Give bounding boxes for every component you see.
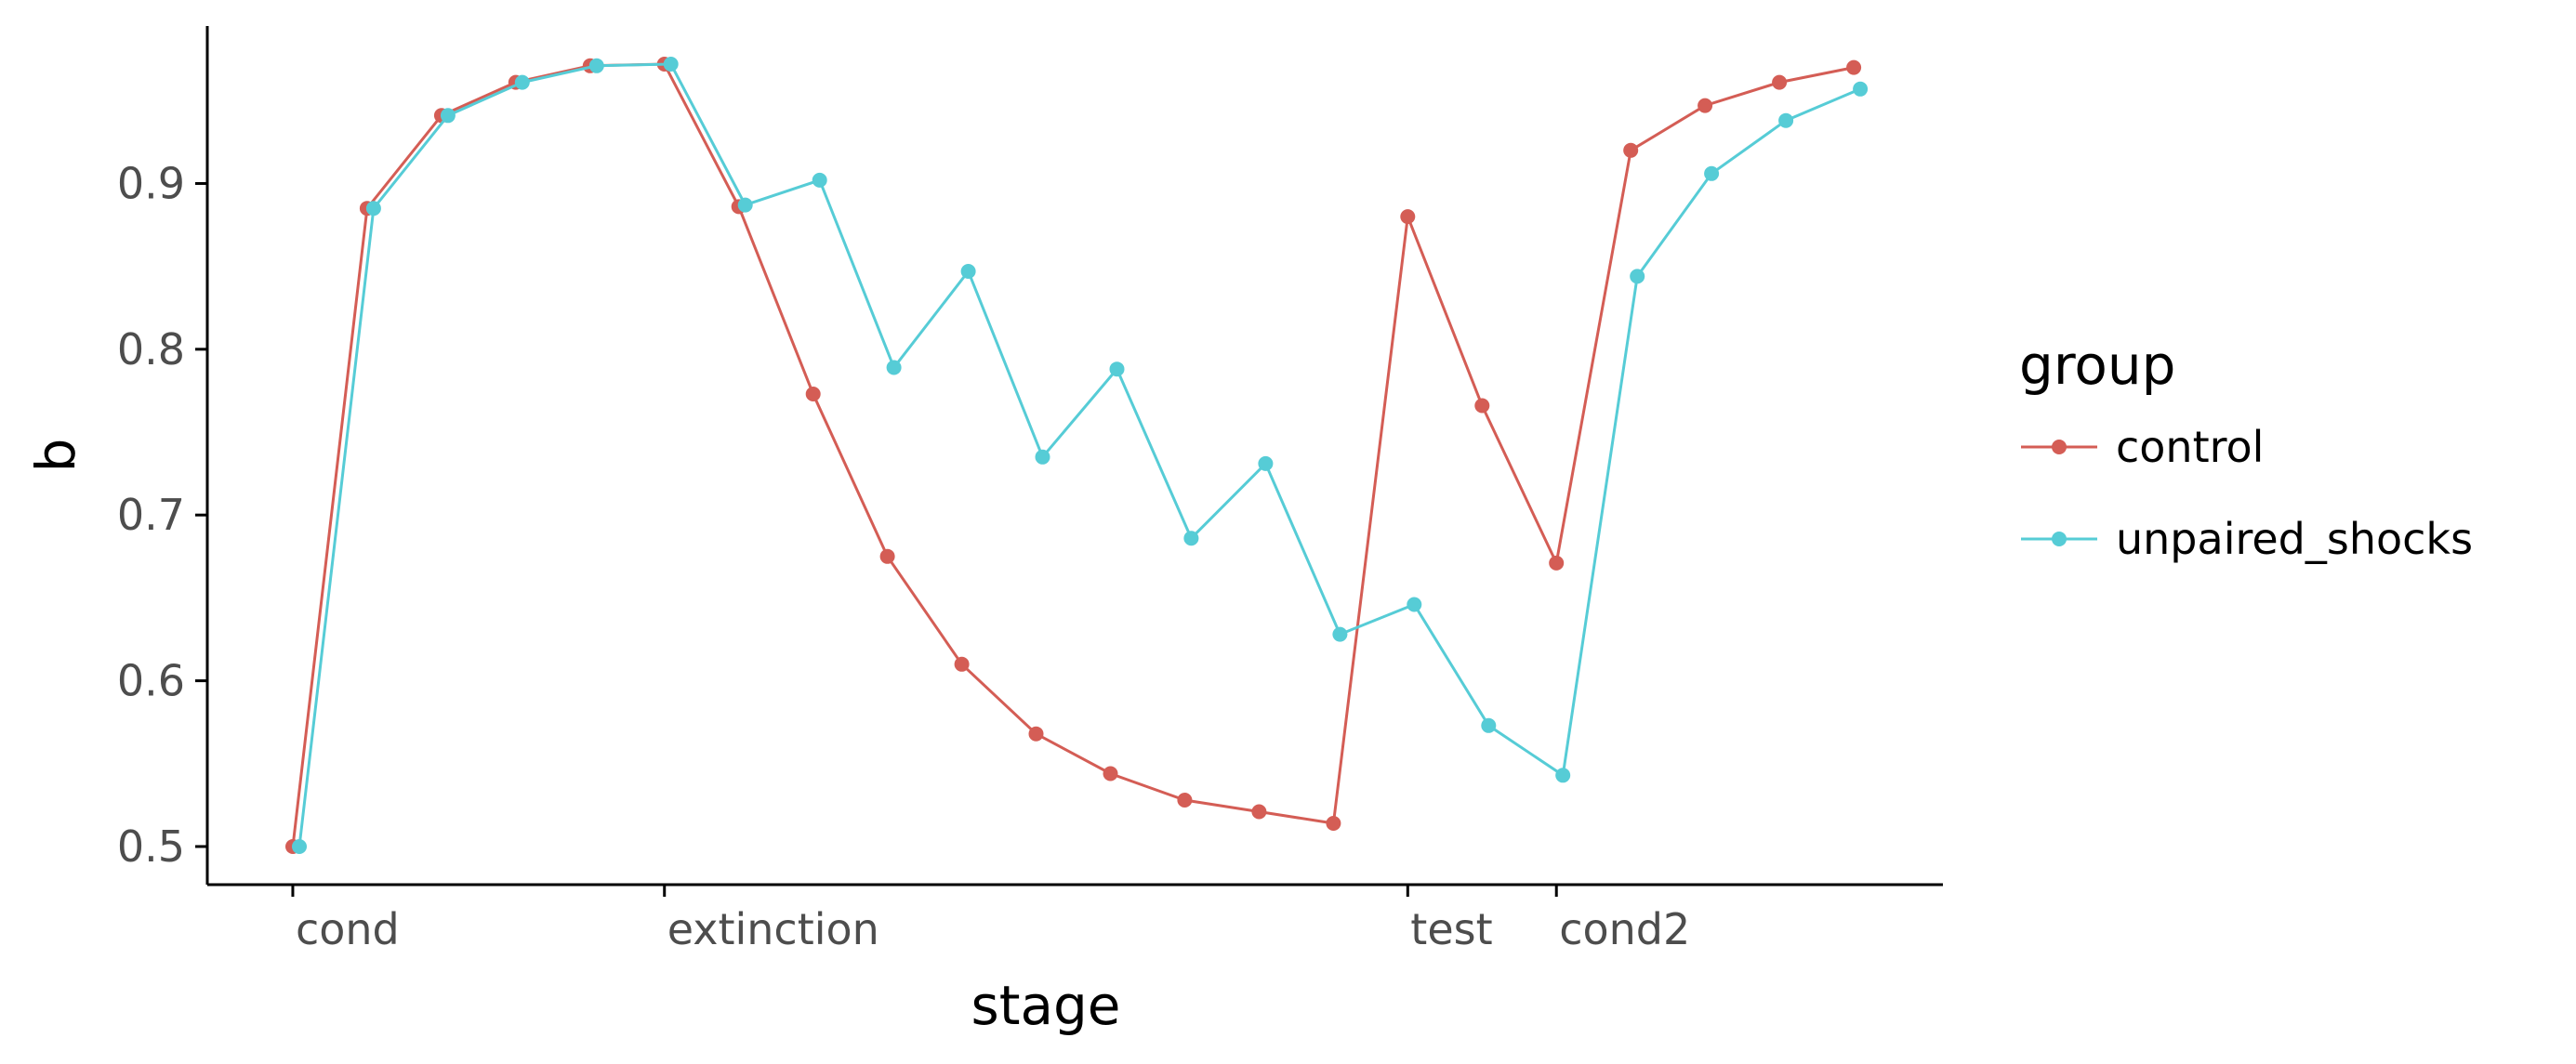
data-point (1698, 98, 1713, 113)
legend-item: unpaired_shocks (2021, 514, 2473, 564)
y-tick-label: 0.9 (117, 158, 185, 208)
data-point (954, 656, 970, 672)
data-point (1555, 768, 1571, 783)
x-tick-label: extinction (667, 904, 879, 954)
legend: group control unpaired_shocks (2019, 334, 2473, 564)
x-ticks: cond extinction test cond2 (291, 885, 1690, 954)
data-point (1326, 816, 1341, 831)
legend-point-key (2052, 440, 2067, 454)
data-point (1035, 449, 1050, 465)
data-point (886, 360, 902, 375)
legend-title: group (2019, 334, 2175, 397)
data-point (1474, 398, 1490, 414)
data-point (737, 197, 753, 213)
data-point (805, 387, 821, 401)
data-point (365, 201, 381, 217)
series-unpaired-shocks (292, 57, 1869, 854)
series-line (291, 62, 1855, 847)
data-point (1853, 81, 1869, 97)
x-axis-title: stage (971, 974, 1120, 1037)
data-point (292, 839, 307, 854)
data-point (1177, 793, 1193, 808)
data-point (1549, 555, 1565, 571)
x-tick-label: cond (296, 904, 400, 954)
legend-label: control (2116, 422, 2264, 472)
data-point (1772, 74, 1788, 90)
x-tick-label: cond2 (1559, 904, 1690, 954)
data-point (663, 57, 679, 72)
data-point (812, 172, 827, 188)
y-tick-label: 0.5 (117, 821, 185, 872)
y-ticks: 0.5 0.6 0.7 0.8 0.9 (117, 158, 207, 872)
data-point (1332, 626, 1348, 642)
y-tick-label: 0.8 (117, 324, 185, 374)
data-point (1183, 531, 1199, 546)
data-point (1028, 726, 1044, 742)
data-point (514, 74, 530, 90)
data-point (1630, 269, 1645, 284)
data-point (1778, 112, 1794, 128)
series-control (285, 57, 1862, 854)
data-point (588, 58, 604, 73)
legend-item: control (2021, 422, 2264, 472)
x-tick-label: test (1410, 904, 1492, 954)
legend-items: control unpaired_shocks (2021, 422, 2473, 564)
data-point (440, 108, 456, 124)
data-point (879, 548, 895, 564)
legend-label: unpaired_shocks (2116, 514, 2473, 564)
data-point (1103, 766, 1118, 782)
data-point (1109, 361, 1125, 377)
y-tick-label: 0.7 (117, 490, 185, 540)
y-tick-label: 0.6 (117, 656, 185, 706)
series-line (297, 62, 1861, 847)
data-point (1481, 717, 1497, 733)
data-point (1623, 142, 1639, 158)
data-point (1251, 804, 1267, 820)
data-point (1407, 597, 1422, 612)
plot-area (285, 57, 1869, 854)
data-point (1400, 209, 1416, 225)
data-point (1258, 455, 1274, 471)
axes (205, 26, 1943, 887)
y-axis-title: b (24, 439, 87, 473)
data-point (1846, 59, 1862, 75)
legend-point-key (2052, 532, 2067, 546)
data-point (1704, 165, 1720, 181)
data-point (960, 264, 976, 279)
